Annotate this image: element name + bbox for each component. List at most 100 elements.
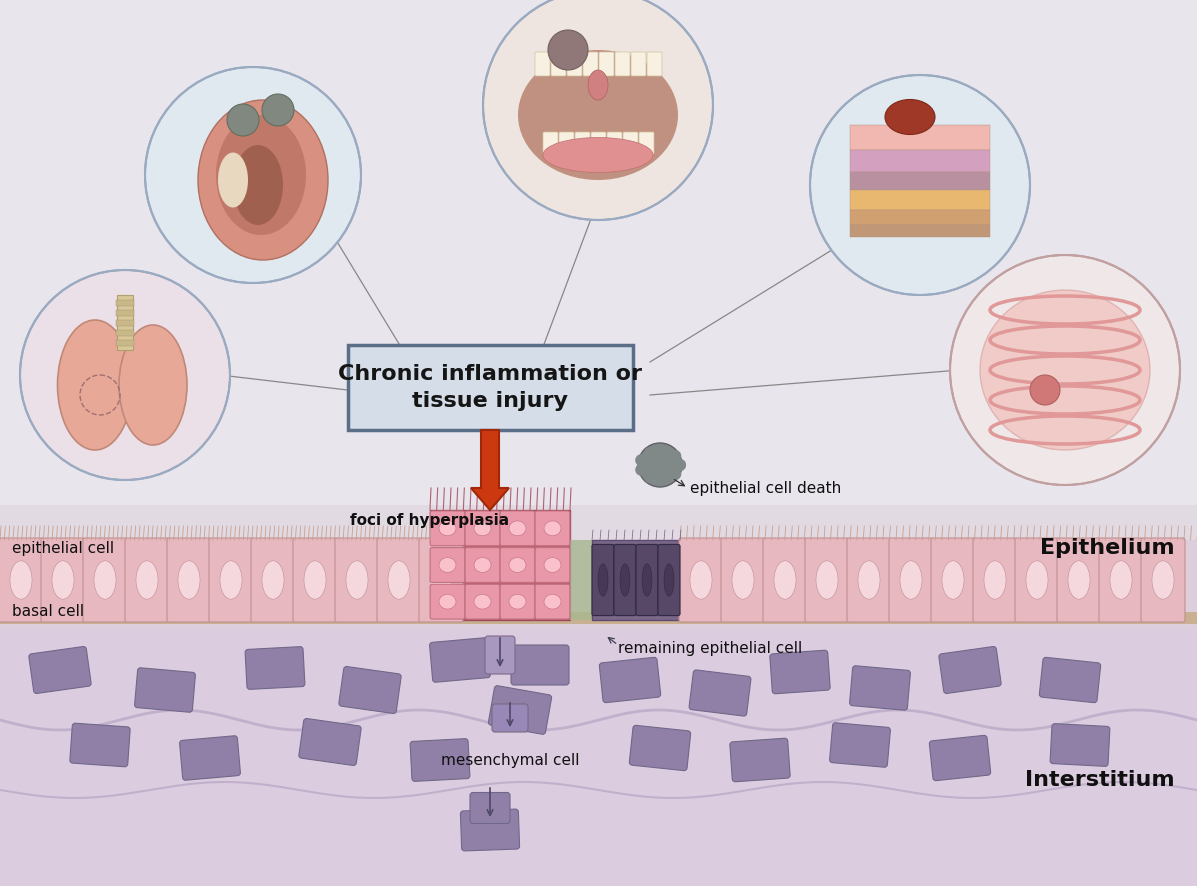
- FancyBboxPatch shape: [466, 548, 500, 582]
- FancyBboxPatch shape: [251, 538, 294, 622]
- FancyBboxPatch shape: [830, 723, 891, 767]
- FancyBboxPatch shape: [762, 538, 807, 622]
- FancyBboxPatch shape: [29, 647, 91, 694]
- FancyBboxPatch shape: [535, 511, 570, 546]
- Ellipse shape: [518, 50, 678, 180]
- Ellipse shape: [10, 561, 32, 599]
- Ellipse shape: [858, 561, 880, 599]
- FancyBboxPatch shape: [658, 544, 680, 616]
- Ellipse shape: [474, 595, 491, 609]
- FancyBboxPatch shape: [721, 538, 765, 622]
- FancyBboxPatch shape: [1057, 538, 1101, 622]
- Circle shape: [20, 270, 230, 480]
- Bar: [116, 310, 134, 316]
- Circle shape: [145, 67, 361, 283]
- FancyBboxPatch shape: [485, 636, 515, 674]
- Bar: [0, 612, 1197, 624]
- FancyBboxPatch shape: [1099, 538, 1143, 622]
- Ellipse shape: [178, 561, 200, 599]
- FancyBboxPatch shape: [377, 538, 421, 622]
- Circle shape: [638, 443, 682, 487]
- FancyBboxPatch shape: [339, 666, 401, 713]
- FancyBboxPatch shape: [639, 132, 654, 154]
- FancyBboxPatch shape: [299, 719, 361, 766]
- FancyBboxPatch shape: [543, 132, 558, 154]
- FancyBboxPatch shape: [124, 538, 169, 622]
- Ellipse shape: [509, 521, 525, 536]
- Ellipse shape: [439, 595, 456, 609]
- Circle shape: [644, 471, 656, 483]
- FancyBboxPatch shape: [348, 345, 633, 430]
- FancyBboxPatch shape: [511, 645, 569, 685]
- Circle shape: [548, 30, 588, 70]
- Ellipse shape: [474, 557, 491, 572]
- Text: Epithelium: Epithelium: [1040, 538, 1175, 558]
- Text: foci of hyperplasia: foci of hyperplasia: [351, 512, 510, 527]
- FancyBboxPatch shape: [850, 665, 911, 711]
- Ellipse shape: [1152, 561, 1174, 599]
- FancyBboxPatch shape: [1141, 538, 1185, 622]
- FancyBboxPatch shape: [583, 52, 598, 76]
- Bar: [850, 190, 990, 210]
- FancyBboxPatch shape: [622, 132, 638, 154]
- Text: Interstitium: Interstitium: [1026, 770, 1175, 790]
- FancyBboxPatch shape: [535, 548, 570, 582]
- FancyBboxPatch shape: [430, 638, 491, 682]
- Ellipse shape: [885, 99, 935, 135]
- Ellipse shape: [642, 563, 652, 596]
- Ellipse shape: [733, 561, 754, 599]
- Ellipse shape: [1110, 561, 1132, 599]
- Ellipse shape: [215, 115, 306, 235]
- Ellipse shape: [942, 561, 964, 599]
- Ellipse shape: [218, 152, 248, 207]
- FancyBboxPatch shape: [551, 52, 566, 76]
- Ellipse shape: [430, 561, 452, 599]
- Ellipse shape: [543, 595, 561, 609]
- FancyBboxPatch shape: [600, 657, 661, 703]
- FancyBboxPatch shape: [488, 686, 552, 734]
- Ellipse shape: [262, 561, 284, 599]
- FancyBboxPatch shape: [689, 670, 751, 716]
- FancyBboxPatch shape: [335, 538, 379, 622]
- FancyBboxPatch shape: [648, 52, 662, 76]
- FancyBboxPatch shape: [567, 52, 582, 76]
- Ellipse shape: [388, 561, 411, 599]
- FancyBboxPatch shape: [806, 538, 849, 622]
- FancyBboxPatch shape: [679, 538, 723, 622]
- FancyBboxPatch shape: [535, 52, 549, 76]
- FancyBboxPatch shape: [466, 584, 500, 619]
- Ellipse shape: [689, 561, 712, 599]
- Circle shape: [674, 459, 686, 471]
- FancyBboxPatch shape: [770, 650, 831, 694]
- Bar: [116, 320, 134, 326]
- FancyBboxPatch shape: [461, 809, 519, 851]
- Ellipse shape: [136, 561, 158, 599]
- Bar: [430, 510, 570, 620]
- Bar: [850, 125, 990, 150]
- Bar: [117, 295, 133, 350]
- FancyBboxPatch shape: [575, 132, 590, 154]
- Ellipse shape: [439, 557, 456, 572]
- FancyBboxPatch shape: [559, 132, 575, 154]
- FancyArrow shape: [470, 430, 509, 510]
- Ellipse shape: [474, 521, 491, 536]
- Circle shape: [484, 0, 713, 220]
- Bar: [0, 505, 1197, 629]
- Bar: [850, 150, 990, 172]
- Bar: [850, 225, 990, 237]
- Circle shape: [657, 473, 669, 485]
- FancyBboxPatch shape: [615, 52, 630, 76]
- Ellipse shape: [543, 521, 561, 536]
- FancyBboxPatch shape: [607, 132, 622, 154]
- FancyBboxPatch shape: [1050, 724, 1110, 766]
- Ellipse shape: [598, 563, 608, 596]
- Bar: [570, 540, 593, 620]
- Circle shape: [674, 459, 686, 471]
- FancyBboxPatch shape: [293, 538, 338, 622]
- FancyBboxPatch shape: [973, 538, 1017, 622]
- Bar: [0, 540, 1197, 886]
- Text: basal cell: basal cell: [12, 604, 84, 619]
- FancyBboxPatch shape: [209, 538, 253, 622]
- Bar: [850, 210, 990, 225]
- FancyBboxPatch shape: [1015, 538, 1059, 622]
